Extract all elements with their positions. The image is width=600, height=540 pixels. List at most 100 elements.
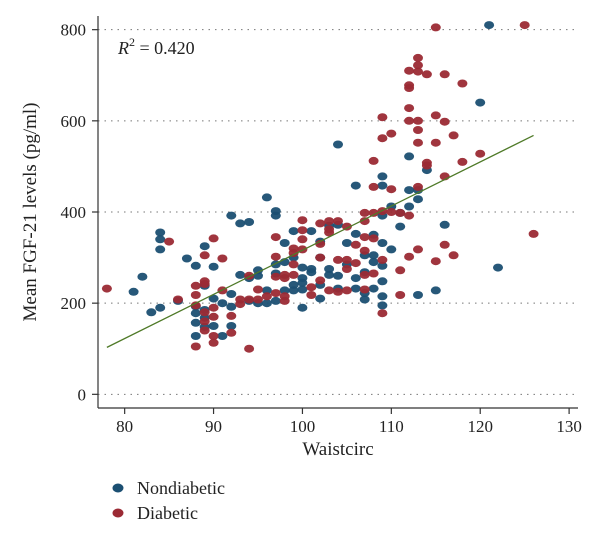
point-nondiabetic-84 (377, 172, 388, 181)
point-nondiabetic-97 (404, 186, 415, 195)
point-diabetic-117 (475, 149, 486, 158)
point-diabetic-80 (377, 309, 388, 318)
point-diabetic-50 (315, 253, 326, 262)
point-diabetic-102 (421, 70, 432, 79)
point-diabetic-101 (413, 245, 423, 254)
point-nondiabetic-27 (226, 322, 237, 330)
point-nondiabetic-81 (368, 251, 379, 260)
point-diabetic-89 (404, 84, 415, 92)
point-nondiabetic-11 (190, 309, 201, 318)
point-nondiabetic-54 (297, 285, 308, 294)
point-nondiabetic-46 (279, 286, 290, 295)
point-diabetic-5 (190, 301, 201, 310)
point-diabetic-116 (457, 157, 468, 166)
point-diabetic-44 (297, 235, 308, 244)
point-nondiabetic-58 (306, 268, 317, 277)
point-nondiabetic-104 (439, 220, 450, 229)
point-diabetic-29 (261, 292, 272, 301)
point-diabetic-69 (359, 270, 370, 279)
point-nondiabetic-23 (217, 332, 228, 340)
point-diabetic-64 (350, 259, 361, 268)
point-nondiabetic-9 (190, 261, 201, 270)
point-nondiabetic-28 (235, 219, 246, 228)
point-diabetic-48 (315, 219, 326, 228)
point-diabetic-14 (208, 303, 219, 312)
point-nondiabetic-5 (155, 245, 166, 254)
point-nondiabetic-89 (377, 277, 388, 286)
point-nondiabetic-96 (404, 152, 415, 161)
point-nondiabetic-30 (244, 218, 255, 226)
point-diabetic-52 (324, 217, 335, 226)
x-tick-label-80: 80 (116, 417, 133, 436)
point-diabetic-63 (350, 240, 361, 249)
point-diabetic-71 (368, 156, 379, 165)
legend-label-nondiabetic: Nondiabetic (137, 478, 225, 498)
grid-lines (98, 29, 578, 395)
point-nondiabetic-51 (297, 263, 308, 272)
point-nondiabetic-19 (208, 262, 219, 271)
r-squared-superscript: 2 (129, 35, 135, 49)
point-nondiabetic-50 (288, 286, 299, 295)
point-diabetic-20 (226, 311, 237, 320)
point-diabetic-68 (359, 246, 370, 255)
point-diabetic-100 (413, 182, 423, 191)
point-diabetic-6 (190, 342, 201, 351)
point-nondiabetic-14 (199, 242, 210, 251)
point-diabetic-54 (324, 228, 335, 237)
point-nondiabetic-12 (190, 318, 201, 327)
point-diabetic-10 (199, 308, 210, 317)
point-diabetic-27 (253, 285, 263, 294)
point-nondiabetic-85 (377, 181, 388, 190)
point-diabetic-96 (413, 67, 423, 76)
point-nondiabetic-0 (128, 287, 139, 296)
point-diabetic-47 (306, 291, 317, 299)
point-nondiabetic-29 (235, 270, 246, 279)
point-diabetic-113 (448, 131, 459, 140)
point-diabetic-98 (413, 126, 423, 134)
point-nondiabetic-24 (226, 211, 237, 220)
point-diabetic-57 (333, 255, 343, 264)
point-diabetic-55 (324, 286, 335, 295)
legend: Nondiabetic Diabetic (112, 478, 225, 523)
point-nondiabetic-8 (181, 254, 192, 263)
point-diabetic-70 (359, 285, 370, 294)
x-axis-label: Waistcirc (302, 439, 373, 460)
legend-marker-diabetic (112, 508, 124, 518)
point-diabetic-3 (190, 281, 201, 290)
point-nondiabetic-68 (333, 271, 343, 280)
point-diabetic-46 (306, 283, 317, 292)
point-diabetic-59 (341, 222, 352, 231)
point-nondiabetic-98 (404, 202, 415, 211)
point-nondiabetic-36 (261, 193, 272, 202)
point-nondiabetic-83 (368, 284, 379, 293)
point-diabetic-17 (208, 338, 219, 347)
y-axis-label: Mean FGF-21 levels (pg/ml) (20, 102, 41, 321)
point-nondiabetic-21 (208, 322, 219, 330)
point-diabetic-95 (413, 61, 423, 70)
point-diabetic-30 (270, 233, 281, 242)
r-squared-value: = 0.420 (135, 38, 195, 58)
point-diabetic-79 (377, 255, 388, 264)
point-diabetic-76 (377, 113, 388, 122)
point-diabetic-92 (404, 211, 415, 220)
point-diabetic-61 (341, 265, 352, 273)
point-diabetic-94 (413, 53, 423, 62)
y-tick-label-0: 0 (78, 385, 87, 404)
point-diabetic-106 (430, 111, 441, 120)
point-nondiabetic-1 (137, 272, 148, 281)
point-diabetic-65 (359, 208, 370, 217)
point-diabetic-107 (430, 138, 441, 147)
point-diabetic-67 (359, 233, 370, 242)
point-diabetic-119 (528, 229, 539, 238)
point-nondiabetic-93 (386, 245, 397, 254)
y-tick-label-800: 800 (61, 21, 87, 40)
point-nondiabetic-100 (413, 195, 423, 204)
point-diabetic-28 (253, 295, 263, 304)
point-nondiabetic-82 (368, 258, 379, 267)
point-nondiabetic-53 (297, 278, 308, 287)
point-diabetic-74 (368, 234, 379, 243)
point-nondiabetic-64 (324, 265, 335, 273)
point-diabetic-32 (270, 272, 281, 281)
point-nondiabetic-47 (288, 227, 299, 236)
r-squared-annotation: R2 = 0.420 (117, 35, 195, 58)
